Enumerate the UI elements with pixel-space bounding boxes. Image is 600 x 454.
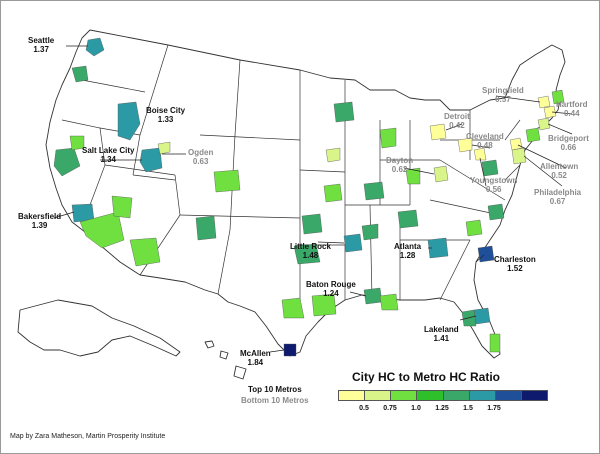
metro-raleigh (487, 203, 505, 221)
key-bottom-metros: Bottom 10 Metros (241, 396, 309, 405)
legend-swatch (494, 390, 521, 401)
state-boundaries (17, 29, 566, 380)
metro-dayton (433, 165, 449, 183)
metro-san-antonio (281, 297, 305, 319)
metro-kansas-city (323, 183, 343, 203)
metro-omaha (325, 147, 341, 163)
metro-philadelphia (511, 147, 527, 165)
legend-swatch (364, 390, 391, 401)
label-youngstown: Youngstown 0.56 (470, 176, 518, 194)
metro-chicago (379, 127, 397, 149)
label-salt-lake-city: Salt Lake City 1.34 (82, 146, 135, 164)
leader-lines (53, 45, 573, 353)
metro-memphis (361, 223, 379, 241)
metro-ogden (157, 141, 171, 155)
legend-swatch (416, 390, 443, 401)
metro-pittsburgh (481, 159, 499, 177)
label-boise-city: Boise City 1.33 (146, 106, 186, 124)
legend-tick: 1.5 (463, 405, 473, 412)
metro-youngstown (473, 147, 487, 161)
legend-tick: 1.75 (487, 405, 501, 412)
key-top-metros: Top 10 Metros (248, 385, 302, 394)
metro-los-angeles (79, 211, 125, 249)
legend-tick: 0.75 (383, 405, 397, 412)
legend-tick: 0.5 (359, 405, 369, 412)
metro-oklahoma (301, 213, 323, 235)
metro-springfield (537, 95, 551, 109)
metro-hartford (543, 105, 557, 119)
label-atlanta: Atlanta 1.28 (394, 242, 422, 260)
label-seattle: Seattle 1.37 (28, 36, 55, 54)
metro-bay-area (53, 147, 81, 177)
metro-charleston (477, 245, 495, 263)
legend-tick: 1.0 (411, 405, 421, 412)
hawaii-3 (233, 365, 247, 380)
metro-atlanta (427, 237, 449, 259)
metro-las-vegas (111, 195, 133, 219)
metro-boston (551, 89, 565, 105)
label-dayton: Dayton 0.62 (386, 156, 414, 174)
hawaii-2 (219, 350, 229, 360)
metro-boise (117, 101, 141, 141)
metro-baton-rouge (363, 287, 383, 305)
alaska (17, 299, 181, 357)
map-credit: Map by Zara Matheson, Martin Prosperity … (10, 433, 166, 440)
metro-st-louis (363, 181, 385, 201)
label-little-rock: Little Rock 1.48 (290, 242, 331, 260)
legend-swatch (390, 390, 417, 401)
metro-dallas (293, 243, 321, 265)
hawaii-1 (204, 340, 215, 349)
legend-swatch (468, 390, 495, 401)
label-bakersfield: Bakersfield 1.39 (18, 212, 62, 230)
legend-swatch (338, 390, 365, 401)
metro-miami (489, 333, 501, 353)
label-philadelphia: Philadelphia 0.67 (534, 188, 582, 206)
metro-new-york (525, 127, 541, 143)
label-allentown: Allentown 0.52 (540, 162, 579, 180)
label-hartford: Hartford 0.44 (556, 100, 588, 118)
metro-nashville (397, 209, 419, 229)
label-mcallen: McAllen 1.84 (240, 349, 271, 367)
label-lakeland: Lakeland 1.41 (424, 325, 459, 343)
metro-seattle (85, 37, 105, 57)
metro-portland (71, 65, 89, 83)
metro-mcallen (283, 343, 297, 357)
label-charleston: Charleston 1.52 (494, 255, 536, 273)
metro-minneapolis (333, 101, 355, 123)
metro-cleveland (457, 137, 473, 153)
legend-tick: 1.25 (435, 405, 449, 412)
metro-houston (311, 293, 337, 317)
metro-phoenix (129, 237, 161, 267)
metro-new-orleans (379, 293, 399, 311)
metro-charlotte (465, 219, 483, 237)
metro-areas (53, 37, 565, 357)
metro-detroit (429, 123, 447, 141)
legend-color-scale (338, 390, 548, 401)
metro-lakeland (473, 307, 491, 325)
metro-denver (213, 169, 241, 193)
legend-swatch (520, 390, 548, 401)
metro-albuquerque (195, 215, 217, 241)
metro-sacramento (69, 135, 85, 151)
metro-bridgeport (537, 117, 551, 131)
metro-little-rock (343, 233, 363, 253)
metro-allentown (509, 137, 523, 151)
label-springfield: Springfield 0.57 (482, 86, 524, 104)
label-baton-rouge: Baton Rouge 1.24 (306, 280, 356, 298)
label-detroit: Detroit 0.42 (444, 112, 470, 130)
legend-swatch (442, 390, 469, 401)
label-ogden: Ogden 0.63 (188, 148, 214, 166)
label-cleveland: Cleveland 0.48 (466, 132, 504, 150)
label-bridgeport: Bridgeport 0.66 (548, 134, 589, 152)
legend-title: City HC to Metro HC Ratio (352, 370, 500, 384)
metro-indianapolis (405, 167, 421, 185)
